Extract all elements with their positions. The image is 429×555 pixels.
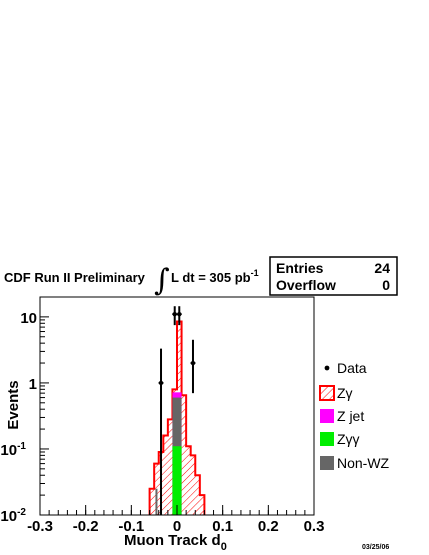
zgamma-bar (186, 446, 191, 515)
legend-data-marker (324, 365, 330, 371)
luminosity-text: L dt = 305 pb (171, 270, 251, 285)
zgg-bar (177, 446, 182, 515)
zgamma-bar (167, 419, 173, 515)
y-tick-label: 10-2 (0, 507, 26, 525)
overflow-label: Overflow (276, 277, 336, 293)
legend-zjet-swatch (320, 409, 334, 423)
data-points-layer (158, 306, 196, 515)
x-axis-label-sub: 0 (221, 541, 227, 553)
entries-label: Entries (276, 260, 324, 276)
legend-label-nonwz: Non-WZ (337, 455, 390, 471)
data-point (158, 380, 164, 386)
legend-label-zgg: Zγγ (337, 431, 360, 447)
x-tick-label: 0 (173, 518, 181, 535)
x-tick-label: 0.1 (212, 518, 233, 535)
legend-label-data: Data (337, 360, 367, 376)
legend-label-zjet: Z jet (337, 408, 364, 424)
zgg-bar (172, 446, 177, 515)
x-axis: -0.3 -0.2 -0.1 0 0.1 0.2 0.3 (27, 505, 324, 535)
y-axis-label: Events (5, 380, 22, 429)
zgamma-bar (190, 455, 196, 515)
histogram-layer (148, 320, 206, 515)
x-tick-label: 0.3 (304, 518, 325, 535)
zgamma-outline (148, 320, 206, 515)
x-axis-label: Muon Track d0 (124, 532, 227, 553)
legend-zgamma-swatch (319, 385, 335, 401)
y-axis: 10 1 10-1 10-2 (0, 296, 49, 525)
legend-label-zgamma: Zγ (337, 385, 353, 401)
entries-value: 24 (374, 260, 390, 276)
x-tick-label: 0.2 (258, 518, 279, 535)
x-tick-label: -0.2 (73, 518, 99, 535)
integral-sign: ∫ (154, 263, 170, 298)
zgamma-bar (181, 395, 187, 515)
zgamma-bar (149, 488, 155, 515)
zgamma-bar (195, 475, 200, 515)
stats-box: Entries 24 Overflow 0 (269, 256, 398, 296)
nonwz-bar (155, 488, 158, 515)
overflow-value: 0 (382, 277, 390, 293)
luminosity-label: L dt = 305 pb-1 (171, 268, 259, 285)
legend-zgg-swatch (320, 432, 334, 446)
y-tick-label: 10-1 (0, 441, 26, 459)
zgamma-bar (199, 495, 205, 515)
data-point (177, 311, 182, 317)
date-stamp: 03/25/06 (362, 544, 389, 551)
data-point (190, 360, 196, 366)
x-tick-label: -0.3 (27, 518, 53, 535)
header-title: CDF Run II Preliminary (4, 270, 146, 285)
zgamma-bar (163, 435, 168, 515)
y-tick-label: 1 (29, 376, 37, 393)
x-axis-label-text: Muon Track d (124, 532, 221, 549)
legend: Data Zγ Z jet Zγγ Non-WZ (319, 360, 390, 471)
data-point (172, 311, 177, 317)
luminosity-exponent: -1 (251, 268, 259, 278)
x-tick-label: -0.1 (118, 518, 144, 535)
legend-nonwz-swatch (320, 456, 334, 470)
y-tick-label: 10 (20, 310, 37, 327)
